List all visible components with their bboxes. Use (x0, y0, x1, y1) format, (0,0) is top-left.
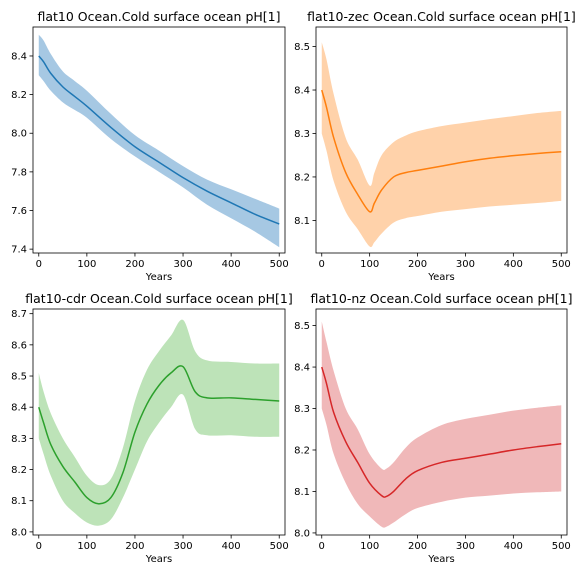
y-tick-label: 8.2 (294, 445, 310, 456)
chart-panel-4: 0 100 200 300 400 500 8.0 8.1 8.2 8.3 8.4 8.5 flat10… (294, 291, 572, 565)
plot-area (321, 42, 562, 248)
axes-frame (32, 26, 286, 254)
mean-line (38, 365, 280, 505)
x-tick-label: 400 (222, 541, 241, 552)
y-tick-label: 8.1 (11, 496, 27, 507)
x-axis-label: Years (427, 554, 454, 565)
x-tick-label: 300 (456, 259, 475, 270)
x-tick-label: 300 (173, 259, 192, 270)
y-tick-label: 8.4 (11, 403, 27, 414)
x-tick-label: 200 (125, 541, 144, 552)
x-tick-label: 500 (552, 541, 571, 552)
axes-frame (32, 308, 286, 536)
chart-panel-2: 0 100 200 300 400 500 8.1 8.2 8.3 8.4 8.5 flat10-ze… (294, 9, 576, 283)
y-tick-label: 8.2 (11, 465, 27, 476)
chart-panel-1: 0 100 200 300 400 500 7.4 7.6 7.8 8.0 8.2 8.4 flat10… (11, 9, 289, 283)
y-tick-label: 8.5 (294, 321, 310, 332)
chart-title: flat10-nz Ocean.Cold surface ocean pH[1] (311, 291, 573, 306)
x-tick-label: 100 (360, 259, 379, 270)
x-tick-label: 400 (222, 259, 241, 270)
y-tick-label: 8.0 (11, 527, 27, 538)
x-tick-label: 0 (319, 259, 325, 270)
y-tick-label: 8.0 (11, 129, 27, 140)
mean-line (321, 366, 562, 498)
uncertainty-band (321, 42, 562, 248)
y-tick-label: 8.1 (294, 216, 310, 227)
x-axis-label: Years (145, 272, 172, 283)
plot-area (38, 34, 280, 248)
chart-panel-3: 0 100 200 300 400 500 8.0 8.1 8.2 8.3 8.4 8.5 8.6 8.7… (11, 291, 293, 565)
x-tick-label: 100 (77, 541, 96, 552)
uncertainty-band (321, 321, 562, 528)
y-tick-label: 8.2 (11, 90, 27, 101)
chart-title: flat10-zec Ocean.Cold surface ocean pH[1… (307, 9, 576, 24)
y-tick-label: 8.0 (294, 528, 310, 539)
axes-frame (315, 26, 568, 254)
y-tick-label: 8.2 (294, 172, 310, 183)
y-tick-label: 8.5 (11, 372, 27, 383)
x-tick-label: 500 (270, 541, 289, 552)
y-tick-label: 8.5 (294, 42, 310, 53)
chart-title: flat10 Ocean.Cold surface ocean pH[1] (37, 9, 280, 24)
x-tick-label: 200 (408, 541, 427, 552)
x-tick-label: 300 (173, 541, 192, 552)
y-tick-label: 8.4 (294, 86, 310, 97)
x-tick-label: 0 (36, 541, 42, 552)
x-axis-label: Years (145, 554, 172, 565)
x-tick-label: 200 (125, 259, 144, 270)
y-tick-label: 8.7 (11, 309, 27, 320)
axes-frame (315, 308, 568, 536)
mean-line (38, 55, 280, 225)
y-tick-label: 8.4 (11, 51, 27, 62)
mean-line (321, 89, 562, 213)
plot-area (321, 321, 562, 528)
y-tick-label: 7.6 (11, 206, 27, 217)
x-tick-label: 400 (504, 541, 523, 552)
x-tick-label: 500 (270, 259, 289, 270)
y-tick-label: 8.1 (294, 487, 310, 498)
chart-title: flat10-cdr Ocean.Cold surface ocean pH[1… (25, 291, 292, 306)
y-tick-label: 7.4 (11, 245, 27, 256)
uncertainty-band (38, 319, 280, 526)
x-tick-label: 300 (456, 541, 475, 552)
y-tick-label: 8.6 (11, 340, 27, 351)
x-tick-label: 100 (360, 541, 379, 552)
y-tick-label: 8.3 (11, 434, 27, 445)
y-tick-label: 8.4 (294, 363, 310, 374)
x-tick-label: 100 (77, 259, 96, 270)
y-tick-label: 8.3 (294, 129, 310, 140)
y-tick-label: 7.8 (11, 167, 27, 178)
plot-area (38, 319, 280, 526)
x-tick-label: 400 (504, 259, 523, 270)
y-tick-label: 8.3 (294, 404, 310, 415)
x-axis-label: Years (427, 272, 454, 283)
x-tick-label: 500 (552, 259, 571, 270)
x-tick-label: 200 (408, 259, 427, 270)
x-tick-label: 0 (36, 259, 42, 270)
x-tick-label: 0 (319, 541, 325, 552)
uncertainty-band (38, 34, 280, 248)
